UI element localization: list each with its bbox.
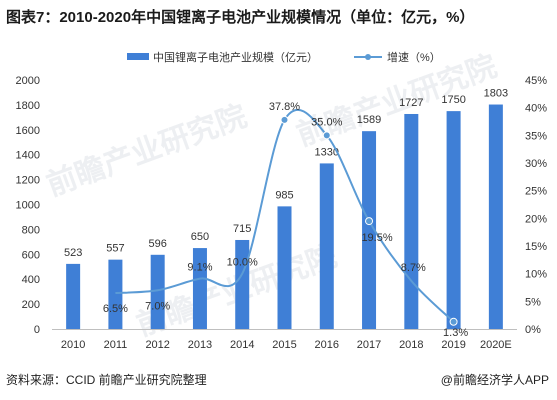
credit-note: @前瞻经济学人APP <box>440 373 549 387</box>
bar-value-label: 1803 <box>484 88 508 100</box>
y-left-tick-label: 2000 <box>16 75 40 87</box>
growth-point <box>449 317 458 326</box>
x-tick-label: 2015 <box>272 339 296 351</box>
bar-value-label: 985 <box>275 189 293 201</box>
y-left-tick-label: 1600 <box>16 125 40 137</box>
bar-value-label: 557 <box>106 243 124 255</box>
growth-value-label: 10.0% <box>227 257 258 269</box>
y-left-tick-label: 200 <box>22 299 40 311</box>
x-tick-label: 2010 <box>61 339 85 351</box>
growth-value-label: 6.5% <box>103 303 128 315</box>
y-left-tick-label: 1800 <box>16 100 40 112</box>
y-right-tick-label: 35% <box>525 130 547 142</box>
y-right-tick-label: 20% <box>525 213 547 225</box>
y-left-tick-label: 1200 <box>16 175 40 187</box>
legend-line-label: 增速（%） <box>387 50 441 64</box>
y-right-tick-label: 40% <box>525 103 547 115</box>
legend-line-marker <box>365 54 371 60</box>
x-tick-label: 2016 <box>315 339 339 351</box>
x-tick-label: 2014 <box>230 339 254 351</box>
bar <box>319 163 334 329</box>
y-right-tick-label: 25% <box>525 186 547 198</box>
bar <box>277 206 292 329</box>
y-right-tick-label: 10% <box>525 269 547 281</box>
y-left-tick-label: 600 <box>22 249 40 261</box>
bar <box>192 248 207 329</box>
bar <box>150 254 165 329</box>
y-right-tick-label: 0% <box>525 324 541 336</box>
y-left-tick-label: 1400 <box>16 150 40 162</box>
bar <box>108 259 123 329</box>
bar-value-label: 523 <box>64 247 82 259</box>
bar-value-label: 715 <box>233 223 251 235</box>
legend-bar-label: 中国锂离子电池产业规模（亿元） <box>153 50 318 64</box>
chart-title: 图表7：2010-2020年中国锂离子电池产业规模情况（单位：亿元，%） <box>6 9 475 26</box>
growth-value-label: 35.0% <box>311 116 342 128</box>
x-tick-label: 2011 <box>104 339 128 351</box>
x-tick-label: 2012 <box>145 339 169 351</box>
y-left-tick-label: 400 <box>22 274 40 286</box>
legend-bar-swatch <box>127 53 149 60</box>
y-right-tick-label: 5% <box>525 296 541 308</box>
bar-value-label: 596 <box>149 238 167 250</box>
y-left-tick-label: 800 <box>22 224 40 236</box>
bar-value-label: 1750 <box>441 94 465 106</box>
growth-point <box>322 131 331 140</box>
y-left-tick-label: 0 <box>34 324 40 336</box>
x-tick-label: 2019 <box>441 339 465 351</box>
growth-value-label: 8.7% <box>401 262 426 274</box>
y-right-tick-label: 45% <box>525 75 547 87</box>
growth-value-label: 7.0% <box>145 300 170 312</box>
y-left-tick-label: 1000 <box>16 200 40 212</box>
growth-point <box>280 115 289 124</box>
x-tick-label: 2020E <box>480 339 512 351</box>
growth-value-label: 19.5% <box>361 232 392 244</box>
watermark-logo: 前瞻产业研究院 <box>42 99 251 203</box>
bar-value-label: 650 <box>191 231 209 243</box>
source-note: 资料来源：CCID 前瞻产业研究院整理 <box>6 373 207 387</box>
bar <box>66 263 81 329</box>
bar <box>362 131 377 329</box>
bar <box>235 239 250 329</box>
x-tick-label: 2018 <box>399 339 423 351</box>
growth-value-label: 1.3% <box>443 327 468 339</box>
bar <box>446 111 461 329</box>
bar-value-label: 1727 <box>399 97 423 109</box>
bar-value-label: 1589 <box>357 114 381 126</box>
y-right-tick-label: 30% <box>525 158 547 170</box>
growth-value-label: 9.1% <box>187 262 212 274</box>
growth-point <box>365 217 374 226</box>
y-right-tick-label: 15% <box>525 241 547 253</box>
x-tick-label: 2013 <box>188 339 212 351</box>
bar <box>488 104 503 330</box>
bar-value-label: 1330 <box>315 146 339 158</box>
growth-value-label: 37.8% <box>269 101 300 113</box>
x-tick-label: 2017 <box>357 339 381 351</box>
bar <box>404 113 419 330</box>
